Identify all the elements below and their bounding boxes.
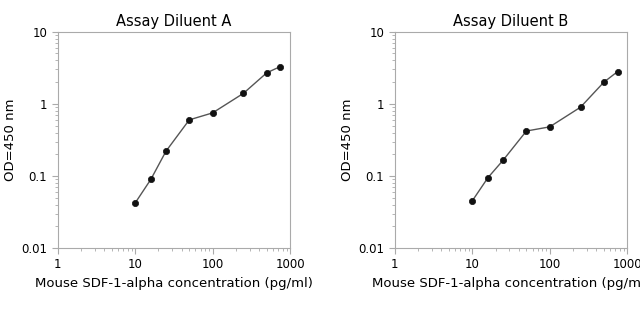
Y-axis label: OD=450 nm: OD=450 nm — [341, 99, 354, 181]
X-axis label: Mouse SDF-1-alpha concentration (pg/ml): Mouse SDF-1-alpha concentration (pg/ml) — [372, 277, 640, 290]
Title: Assay Diluent A: Assay Diluent A — [116, 14, 232, 29]
Title: Assay Diluent B: Assay Diluent B — [453, 14, 568, 29]
X-axis label: Mouse SDF-1-alpha concentration (pg/ml): Mouse SDF-1-alpha concentration (pg/ml) — [35, 277, 313, 290]
Y-axis label: OD=450 nm: OD=450 nm — [4, 99, 17, 181]
